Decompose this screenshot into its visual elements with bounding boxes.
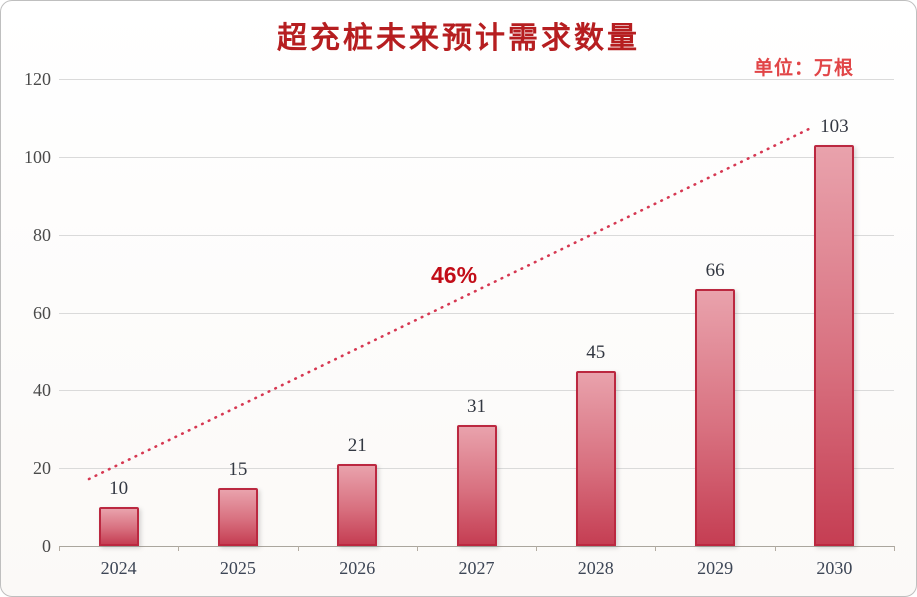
bar-value-label: 15 [228, 458, 248, 480]
x-axis-category-label: 2030 [816, 558, 853, 578]
bar [337, 464, 378, 546]
growth-rate-label: 46% [431, 262, 478, 288]
bar-value-label: 45 [586, 341, 606, 363]
chart-title: 超充桩未来预计需求数量 [277, 21, 640, 56]
bar-value-label: 103 [820, 116, 849, 138]
y-axis-tick-label: 120 [24, 69, 51, 89]
x-axis-category-label: 2025 [219, 558, 256, 578]
bar [456, 425, 497, 546]
x-axis-tick [59, 546, 60, 551]
bar-value-label: 66 [705, 260, 725, 282]
x-axis-tick [894, 546, 895, 551]
gridline [59, 234, 894, 236]
y-axis-tick-label: 20 [33, 458, 51, 479]
x-axis-category-label: 2026 [339, 558, 376, 578]
x-axis-category-label: 2028 [577, 558, 614, 578]
x-axis-tick [178, 546, 180, 551]
x-axis-tick [774, 546, 776, 551]
bar [695, 289, 736, 546]
gridline [59, 390, 894, 392]
x-axis-tick [416, 546, 418, 551]
x-axis-tick [655, 546, 657, 551]
x-axis-tick [297, 546, 299, 551]
y-axis-tick-label: 60 [33, 302, 51, 323]
bar [814, 145, 855, 546]
x-axis-line [59, 546, 894, 547]
x-axis-category-label: 2024 [100, 558, 137, 578]
bar-value-label: 10 [109, 478, 129, 500]
bar [217, 487, 258, 546]
bar-value-label: 31 [467, 396, 486, 418]
gridline [59, 79, 894, 80]
x-axis-category-label: 2029 [697, 558, 734, 578]
bar [98, 507, 139, 546]
y-axis-tick-label: 40 [33, 380, 51, 401]
x-axis-category-label: 2027 [458, 558, 495, 578]
gridline [59, 312, 894, 314]
x-axis-tick [536, 546, 538, 551]
y-axis-tick-label: 100 [24, 146, 51, 167]
unit-label: 单位：万根 [753, 58, 854, 79]
y-axis-tick-label: 80 [33, 224, 51, 245]
y-axis-tick-label: 0 [42, 536, 51, 556]
gridline [59, 156, 894, 158]
bar [575, 370, 616, 546]
bar-value-label: 21 [347, 435, 367, 457]
